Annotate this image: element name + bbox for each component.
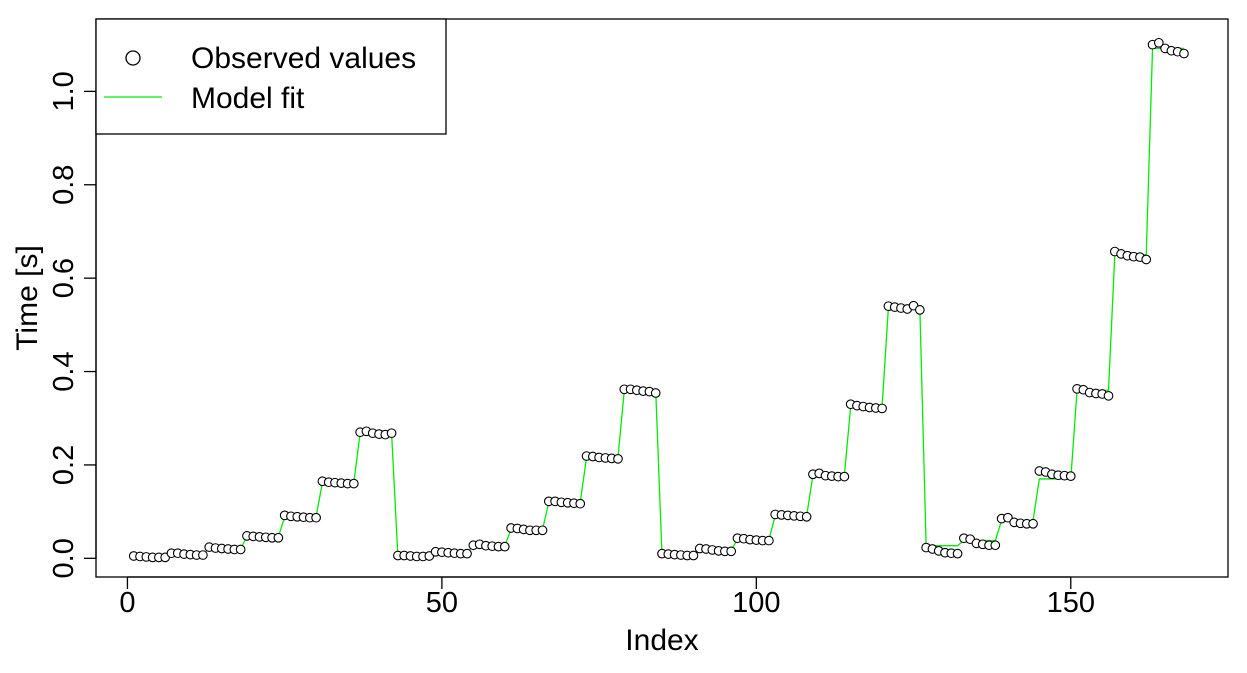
observed-point bbox=[1141, 254, 1152, 265]
observed-point bbox=[1179, 48, 1189, 59]
x-axis: 0 50 100 150 bbox=[119, 576, 1095, 619]
observed-point bbox=[499, 541, 510, 552]
x-tick-label: 150 bbox=[1047, 587, 1095, 619]
observed-point bbox=[235, 544, 246, 555]
observed-point bbox=[990, 540, 1001, 551]
observed-point bbox=[1153, 37, 1164, 48]
observed-point bbox=[348, 478, 359, 489]
observed-point bbox=[273, 532, 284, 543]
observed-point bbox=[386, 428, 397, 439]
y-tick-label: 1.0 bbox=[48, 71, 80, 111]
legend: Observed values Model fit bbox=[95, 18, 447, 135]
observed-point bbox=[726, 546, 737, 557]
x-axis-title: Index bbox=[625, 624, 698, 657]
plot-frame bbox=[95, 18, 1229, 578]
observed-point bbox=[1028, 518, 1038, 529]
legend-marker-observed bbox=[125, 50, 141, 66]
observed-point bbox=[198, 550, 208, 560]
observed-point bbox=[764, 535, 774, 546]
observed-point bbox=[1103, 390, 1114, 401]
x-tick-label: 50 bbox=[426, 587, 458, 619]
x-tick-label: 100 bbox=[732, 587, 780, 619]
observed-point bbox=[914, 305, 925, 315]
y-tick-label: 0.8 bbox=[48, 165, 80, 205]
legend-label-observed: Observed values bbox=[191, 42, 416, 75]
observed-point bbox=[575, 498, 586, 509]
observed-points-layer bbox=[128, 37, 1189, 563]
observed-point bbox=[311, 512, 321, 523]
legend-box bbox=[95, 18, 447, 135]
observed-point bbox=[801, 511, 812, 522]
observed-point bbox=[1065, 471, 1076, 481]
x-tick-label: 0 bbox=[119, 587, 135, 619]
y-tick-label: 0.6 bbox=[48, 258, 80, 298]
observed-point bbox=[688, 550, 699, 561]
observed-point bbox=[462, 548, 472, 559]
observed-point bbox=[650, 388, 661, 398]
observed-point bbox=[613, 454, 623, 464]
legend-label-model-fit: Model fit bbox=[191, 82, 305, 115]
y-tick-label: 0.4 bbox=[48, 351, 80, 391]
y-axis-title: Time [s] bbox=[11, 245, 44, 351]
y-axis: 0.0 0.2 0.4 0.6 0.8 1.0 bbox=[48, 71, 97, 578]
observed-point bbox=[952, 548, 963, 559]
y-tick-label: 0.0 bbox=[48, 538, 80, 578]
observed-point bbox=[839, 471, 850, 482]
observed-point bbox=[537, 525, 548, 536]
observed-point bbox=[877, 403, 887, 414]
y-tick-label: 0.2 bbox=[48, 445, 80, 485]
